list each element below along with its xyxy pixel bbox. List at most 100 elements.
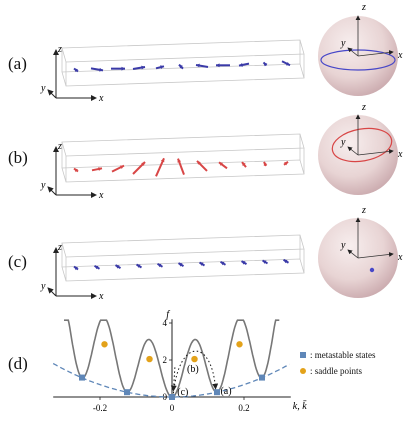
spin-arrow [238, 62, 250, 67]
spin-arrow [282, 258, 290, 264]
y-tick-label: 2 [163, 355, 168, 365]
legend-item-metastable: : metastable states [300, 350, 375, 360]
panel-label-b: (b) [8, 148, 28, 167]
metastable-state-marker [169, 394, 175, 400]
saddle-point-marker [236, 341, 243, 348]
bloch-sphere-b: z x y [318, 102, 403, 195]
sphere-label-y-c: y [340, 240, 346, 251]
spin-arrow [240, 260, 248, 265]
spin-arrow [111, 66, 125, 71]
legend-item-saddle: : saddle points [300, 366, 362, 376]
energy-plot: -0.2 0 0.2 0 2 4f k, k̄ (b) (c) (a) [52, 309, 307, 413]
bloch-sphere-a: z x y [318, 2, 403, 96]
metastable-state-marker [259, 374, 265, 381]
axis-label-x-b: x [98, 190, 104, 201]
panel-label-a: (a) [8, 54, 27, 73]
spin-arrow [283, 160, 289, 166]
legend-swatch-metastable [300, 352, 306, 358]
y-tick-label: 0 [163, 392, 168, 402]
wireframe-box-c [61, 234, 305, 282]
spin-arrow [263, 161, 268, 167]
wireframe-box-a [61, 39, 305, 87]
spin-arrow [91, 167, 103, 172]
sphere-label-z-c: z [361, 205, 366, 216]
f-axis-label: f [166, 309, 170, 320]
chain-panel-b: z x y [40, 133, 305, 201]
metastable-state-marker [124, 389, 130, 396]
spin-arrow [73, 167, 79, 173]
mark-c-label: (c) [177, 387, 188, 398]
spin-arrow [198, 261, 206, 267]
mark-b-label: (b) [187, 364, 199, 375]
transition-path [172, 350, 219, 394]
spin-arrow [196, 160, 208, 172]
sphere-label-z-a: z [361, 2, 366, 13]
x-tick-label: -0.2 [93, 403, 107, 413]
transition-path-return [170, 367, 177, 392]
wireframe-box-b [61, 133, 305, 183]
spin-arrow [219, 260, 227, 266]
saddle-point-marker [146, 355, 153, 363]
axis-label-x-a: x [98, 93, 104, 104]
spin-chain-c [73, 258, 290, 271]
spin-arrow [216, 63, 230, 68]
spin-arrow [241, 161, 247, 168]
axes-c [47, 247, 97, 299]
axis-label-z-b: z [57, 141, 62, 152]
spin-arrow [195, 63, 209, 68]
axes-b [47, 146, 97, 198]
spin-arrow [177, 262, 185, 267]
legend-swatch-saddle [300, 368, 306, 374]
spin-chain-b [73, 157, 289, 177]
spin-trajectory-b [331, 127, 393, 163]
mark-a-label: (a) [220, 386, 231, 397]
axis-label-z-c: z [57, 242, 62, 253]
saddle-point-marker [191, 355, 198, 363]
axis-label-y-b: y [40, 180, 46, 191]
spin-arrow [93, 264, 101, 270]
axis-label-x-c: x [98, 291, 104, 302]
spin-arrow [261, 259, 269, 265]
spin-arrow [262, 61, 268, 67]
spin-arrow [156, 262, 164, 268]
sphere-label-x-a: x [397, 50, 403, 61]
legend-label-metastable: : metastable states [310, 350, 376, 360]
spin-arrow [155, 65, 165, 70]
spin-arrow [178, 63, 184, 70]
spin-arrow [281, 60, 291, 67]
spin-arrow [73, 265, 79, 271]
axis-label-z-a: z [57, 44, 62, 55]
spin-chain-a [73, 60, 291, 73]
sphere-label-x-b: x [397, 149, 403, 160]
x-tick-label: 0.2 [238, 403, 249, 413]
spin-point-c [369, 267, 375, 273]
y-tick-label: 4 [163, 318, 168, 328]
panel-label-c: (c) [8, 252, 27, 271]
axis-label-y-c: y [40, 281, 46, 292]
chain-panel-c: z x y [40, 234, 305, 302]
sphere-label-x-c: x [397, 252, 403, 263]
chain-panel-a: z x y [40, 39, 305, 104]
sphere-label-z-b: z [361, 102, 366, 113]
spin-arrow [114, 264, 122, 270]
spin-arrow [90, 67, 104, 72]
spin-arrow [132, 65, 146, 70]
bloch-sphere-c: z x y [318, 205, 403, 298]
spin-arrow [177, 158, 185, 175]
spin-arrow [135, 263, 143, 269]
x-tick-label: 0 [170, 403, 175, 413]
spin-arrow [111, 164, 125, 173]
sphere-label-y-a: y [340, 38, 346, 49]
metastable-state-marker [79, 374, 85, 381]
legend-label-saddle: : saddle points [310, 366, 362, 376]
axes-a [47, 49, 97, 101]
y-axis-a [47, 89, 57, 99]
k-axis-label: k, k̄ [293, 400, 307, 412]
spin-arrow [218, 161, 228, 170]
sphere-label-y-b: y [340, 137, 346, 148]
spin-arrow [73, 67, 79, 73]
panel-label-d: (d) [8, 354, 28, 373]
metastable-state-marker [214, 389, 220, 396]
spin-arrow [155, 157, 165, 177]
